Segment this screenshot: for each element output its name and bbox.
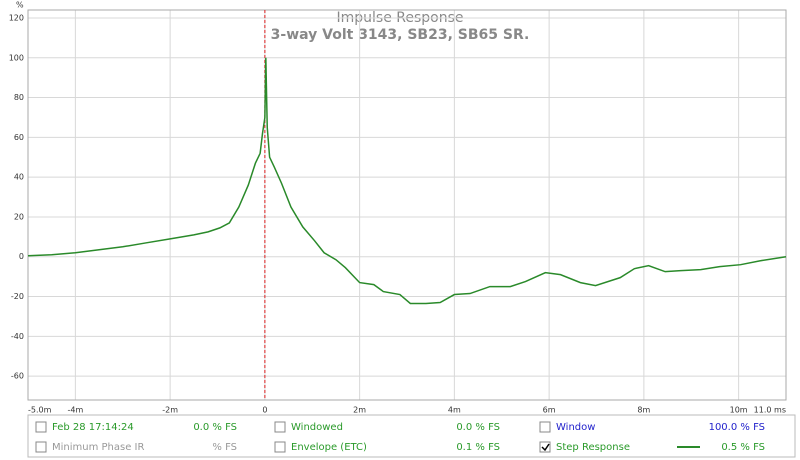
checkbox[interactable] <box>35 441 47 453</box>
chart-subtitle: 3-way Volt 3143, SB23, SB65 SR. <box>271 27 530 43</box>
y-tick-label: 20 <box>14 212 24 221</box>
y-tick-label: 40 <box>14 173 24 182</box>
item-reading: 0.5 % FS <box>721 442 765 453</box>
item-reading: 0.1 % FS <box>456 442 500 453</box>
item-label: Minimum Phase IR <box>52 442 145 453</box>
item-reading: % FS <box>212 442 237 453</box>
item-reading: 0.0 % FS <box>456 422 500 433</box>
y-tick-label: 80 <box>14 93 24 102</box>
y-tick-label: -60 <box>11 372 24 381</box>
x-tick-label: 8m <box>637 406 650 415</box>
item-label: Step Response <box>556 442 630 453</box>
x-tick-label: -2m <box>162 406 178 415</box>
checkbox[interactable] <box>35 421 47 433</box>
x-tick-label: 11.0 ms <box>754 406 786 415</box>
x-tick-label: 6m <box>543 406 556 415</box>
plot-frame <box>27 9 787 401</box>
y-tick-label: 100 <box>9 53 24 62</box>
y-tick-label: -40 <box>11 332 24 341</box>
y-axis-label: % <box>16 1 24 10</box>
checkbox[interactable] <box>274 421 286 433</box>
checkmark <box>541 443 550 452</box>
item-label: Feb 28 17:14:24 <box>52 422 134 433</box>
y-tick-label: 0 <box>19 252 24 261</box>
checkbox[interactable] <box>274 441 286 453</box>
item-reading: 0.0 % FS <box>193 422 237 433</box>
y-tick-label: 60 <box>14 133 24 142</box>
item-label: Envelope (ETC) <box>291 442 367 453</box>
x-tick-label: 4m <box>448 406 461 415</box>
item-label: Window <box>556 422 595 433</box>
x-tick-label: -5.0m <box>28 406 52 415</box>
checkbox[interactable] <box>539 441 551 453</box>
y-tick-label: -20 <box>11 292 24 301</box>
checkbox[interactable] <box>539 421 551 433</box>
step-response-line <box>27 57 787 305</box>
x-tick-label: 0 <box>262 406 267 415</box>
x-tick-label: 10m <box>730 406 748 415</box>
y-tick-label: 120 <box>9 13 24 22</box>
legend-panel <box>27 414 796 458</box>
item-label: Windowed <box>291 422 343 433</box>
x-tick-label: 2m <box>353 406 366 415</box>
x-tick-label: -4m <box>67 406 83 415</box>
item-reading: 100.0 % FS <box>709 422 765 433</box>
